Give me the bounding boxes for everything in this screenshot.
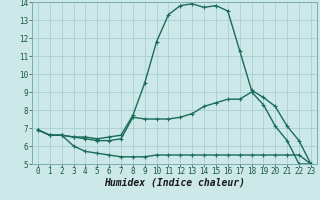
X-axis label: Humidex (Indice chaleur): Humidex (Indice chaleur) — [104, 178, 245, 188]
